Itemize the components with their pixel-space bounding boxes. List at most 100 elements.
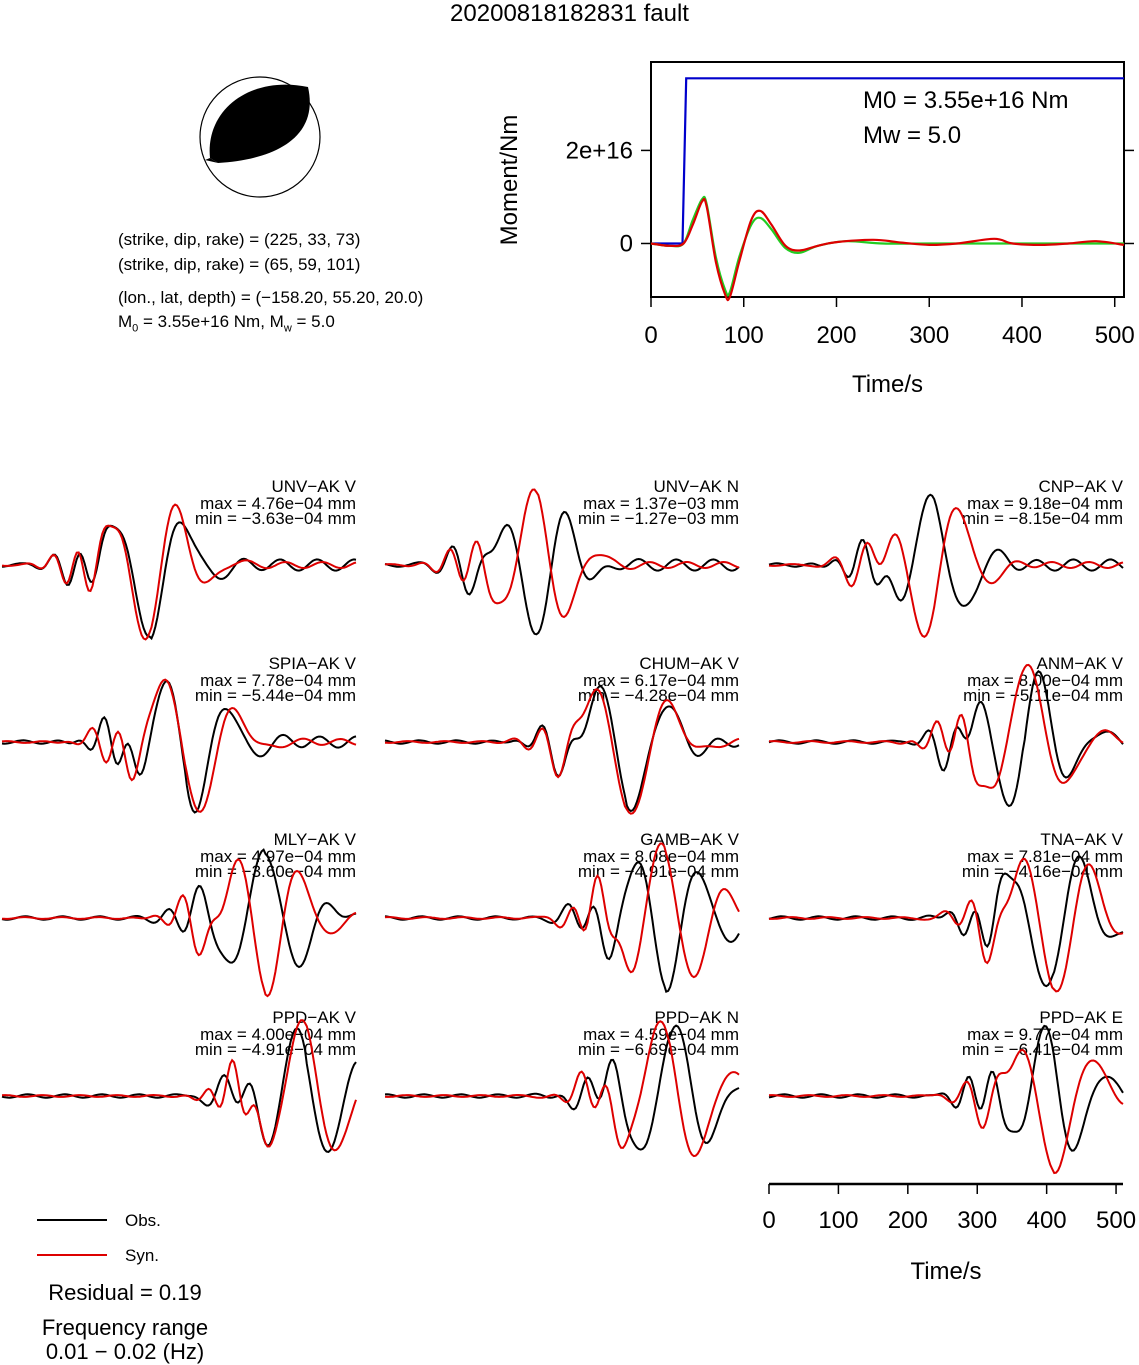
- station-max: max = 4.00e−04 mm: [200, 1025, 356, 1044]
- mrf-annotation-mw: Mw = 5.0: [863, 122, 961, 149]
- nodal-plane-1: (strike, dip, rake) = (225, 33, 73): [118, 230, 361, 249]
- observed-trace: [1, 521, 357, 641]
- synthetic-trace: [768, 857, 1124, 993]
- station-max: max = 4.59e−04 mm: [583, 1025, 739, 1044]
- synthetic-trace: [1, 503, 357, 641]
- station-max: max = 9.18e−04 mm: [967, 494, 1123, 513]
- station-max: max = 8.08e−04 mm: [583, 847, 739, 866]
- mw-subscript: w: [283, 322, 292, 335]
- legend-syn-label: Syn.: [125, 1246, 160, 1265]
- station-max: max = 8.00e−04 mm: [967, 671, 1123, 690]
- station-max: max = 4.97e−04 mm: [200, 847, 356, 866]
- synthetic-trace: [1, 678, 357, 813]
- mrf-annotation-m0: M0 = 3.55e+16 Nm: [863, 87, 1068, 114]
- synthetic-trace: [384, 488, 740, 619]
- station-max: max = 1.37e−03 mm: [583, 494, 739, 513]
- mrf-x-tick-label: 500: [1095, 322, 1135, 349]
- station-min: min = −4.91e−04 mm: [578, 862, 739, 881]
- station-min: min = −4.91e−04 mm: [195, 1040, 356, 1059]
- frequency-label: Frequency range: [41, 1315, 209, 1340]
- nodal-plane-2: (strike, dip, rake) = (65, 59, 101): [118, 255, 361, 274]
- mrf-x-tick-label: 400: [1002, 322, 1042, 349]
- mw-value: = 5.0: [291, 312, 335, 331]
- residual-text: Residual = 0.19: [48, 1280, 202, 1305]
- beach-ball-tip: [205, 158, 218, 163]
- station-name: CNP−AK V: [1038, 477, 1123, 496]
- station-max: max = 4.76e−04 mm: [200, 494, 356, 513]
- mrf-y-tick-label: 0: [620, 230, 633, 257]
- frequency-range: 0.01 − 0.02 (Hz): [45, 1339, 205, 1364]
- station-name: UNV−AK N: [654, 477, 740, 496]
- m0-value: = 3.55e+16 Nm, M: [138, 312, 284, 331]
- station-min: min = −5.11e−04 mm: [963, 686, 1123, 705]
- station-min: min = −4.28e−04 mm: [578, 686, 739, 705]
- mrf-y-tick-label: 2e+16: [566, 137, 633, 164]
- synthetic-trace: [768, 1048, 1124, 1175]
- waveform-x-tick-label: 400: [1027, 1207, 1067, 1234]
- waveform-x-tick-label: 0: [762, 1207, 775, 1234]
- waveform-x-axis-label: Time/s: [910, 1258, 981, 1285]
- synthetic-trace: [384, 1020, 740, 1158]
- synthetic-trace: [384, 842, 740, 979]
- synthetic-trace: [768, 663, 1124, 789]
- observed-trace: [768, 1024, 1124, 1152]
- station-min: min = −8.15e−04 mm: [962, 509, 1123, 528]
- mrf-y-axis-label: Moment/Nm: [496, 115, 523, 246]
- mrf-x-tick-label: 100: [724, 322, 764, 349]
- mrf-series-moment-rate: [650, 195, 1125, 297]
- station-min: min = −4.16e−04 mm: [962, 862, 1123, 881]
- beach-ball-compression-quadrant: [209, 84, 310, 163]
- waveform-x-tick-label: 200: [888, 1207, 928, 1234]
- observed-trace: [384, 685, 740, 813]
- station-name: GAMB−AK V: [640, 830, 739, 849]
- beach-ball: [199, 76, 321, 198]
- station-min: min = −6.69e−04 mm: [578, 1040, 739, 1059]
- synthetic-trace: [384, 688, 740, 815]
- station-name: CHUM−AK V: [639, 654, 739, 673]
- mrf-frame: [650, 61, 1125, 298]
- moment-rate-chart: 0 100 200 300 400 500 0 2e+16 Time/s Moment/Nm M0 …: [496, 61, 1135, 398]
- station-min: min = −3.60e−04 mm: [195, 862, 356, 881]
- legend-obs-label: Obs.: [125, 1211, 161, 1230]
- m0-symbol: M: [118, 312, 133, 331]
- observed-trace: [384, 510, 740, 636]
- mrf-x-tick-label: 0: [644, 322, 657, 349]
- station-max: max = 7.78e−04 mm: [200, 671, 356, 690]
- mrf-series-moment-rate: [650, 197, 1125, 302]
- station-name: ANM−AK V: [1037, 654, 1124, 673]
- synthetic-trace: [768, 507, 1124, 638]
- legend-swatches: [37, 1219, 107, 1256]
- event-location: (lon., lat, depth) = (−158.20, 55.20, 20…: [118, 288, 424, 307]
- station-name: TNA−AK V: [1040, 830, 1123, 849]
- station-min: min = −3.63e−04 mm: [195, 509, 356, 528]
- station-min: min = −5.44e−04 mm: [195, 686, 356, 705]
- m0-subscript: 0: [132, 322, 139, 335]
- moment-magnitude-line: M0 = 3.55e+16 Nm, Mw = 5.0: [118, 312, 335, 334]
- observed-trace: [384, 1024, 740, 1151]
- waveform-x-tick-label: 300: [957, 1207, 997, 1234]
- station-name: PPD−AK E: [1039, 1008, 1123, 1027]
- observed-trace: [768, 493, 1124, 607]
- station-max: max = 9.77e−04 mm: [967, 1025, 1123, 1044]
- station-name: PPD−AK N: [654, 1008, 739, 1027]
- station-name: SPIA−AK V: [269, 654, 357, 673]
- mrf-series-cumulative-moment: [651, 77, 1124, 245]
- station-name: MLY−AK V: [274, 830, 357, 849]
- figure-title: 20200818182831 fault: [450, 0, 689, 27]
- waveform-x-tick-label: 100: [818, 1207, 858, 1234]
- mrf-x-tick-label: 300: [909, 322, 949, 349]
- synthetic-trace: [1, 1019, 357, 1152]
